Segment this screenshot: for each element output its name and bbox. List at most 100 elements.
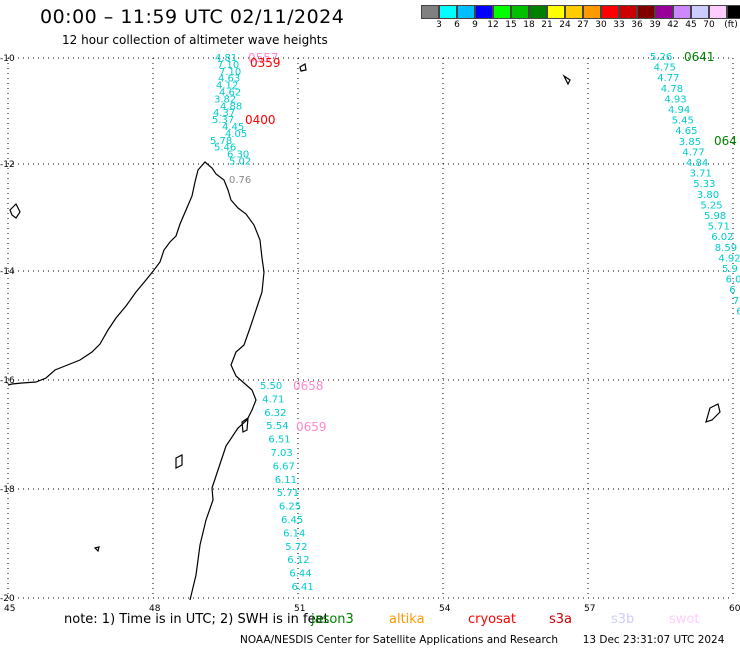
legend-label: 30 — [595, 20, 607, 30]
legend-label: 21 — [541, 20, 553, 30]
reef-islet-north — [299, 63, 307, 72]
swh-value: 6.32 — [264, 408, 286, 419]
legend-label: 6 — [454, 20, 460, 30]
swh-value: 4.93 — [664, 94, 686, 105]
swh-value: 5.72 — [285, 542, 307, 553]
legend-swatch — [583, 5, 601, 19]
map-subtitle: 12 hour collection of altimeter wave hei… — [62, 33, 328, 47]
swh-value: 4.81 — [215, 53, 237, 64]
reef-islet-east — [562, 74, 571, 86]
tromelin-islet — [705, 403, 721, 423]
swh-value: 5.71 — [708, 222, 730, 233]
longitude-label: 57 — [584, 604, 595, 614]
legend-label: 45 — [685, 20, 697, 30]
swh-value: 4.92 — [718, 253, 740, 264]
swh-value: 8.59 — [715, 243, 737, 254]
longitude-label: 48 — [149, 604, 161, 614]
swh-value: 4.12 — [216, 81, 238, 92]
coastline — [7, 63, 721, 601]
graticule — [7, 57, 734, 599]
legend-swatch — [421, 5, 439, 19]
credit-text: NOAA/NESDIS Center for Satellite Applica… — [240, 634, 558, 646]
small-islet-east — [241, 416, 249, 433]
pass-time-label: 0557 — [248, 51, 279, 65]
swh-value: 5.78 — [210, 136, 232, 147]
swh-value: 6.30 — [227, 150, 249, 161]
satellite-legend-item: cryosat — [468, 612, 516, 627]
swh-value: 4.62 — [219, 88, 241, 99]
legend-label: 12 — [487, 20, 499, 30]
swh-value: 6.45 — [281, 515, 303, 526]
legend-swatch — [637, 5, 655, 19]
latitude-label: -20 — [0, 594, 15, 604]
swh-value: 7.10 — [219, 67, 241, 78]
legend-swatch — [565, 5, 583, 19]
mayotte-island — [9, 202, 21, 219]
longitude-labels: 45 48 51 54 57 60 — [4, 604, 740, 614]
longitude-label: 51 — [294, 604, 305, 614]
swh-value: 5.71 — [277, 488, 299, 499]
longitude-label: 54 — [439, 604, 451, 614]
pass-time-label: 0658 — [293, 379, 324, 393]
wave-height-tracks: 4.817.107.104.634.124.623.824.884.375.37… — [210, 52, 740, 593]
legend-labels: 3 6 9 12 15 18 21 24 27 30 33 36 39 42 45 70 (ft) — [421, 19, 740, 33]
swh-value: 4.63 — [218, 74, 240, 85]
swh-value: 4.71 — [262, 394, 284, 405]
swh-value: 5.02 — [229, 157, 251, 168]
madagascar-coastline — [7, 161, 265, 601]
swh-value: 6.25 — [279, 502, 301, 513]
legend-label: 33 — [613, 20, 625, 30]
legend-swatch — [619, 5, 637, 19]
swh-value: 6.14 — [283, 528, 305, 539]
swh-value: 5.33 — [693, 179, 715, 190]
swh-value: 5.9 — [722, 264, 738, 275]
generated-timestamp: 13 Dec 23:31:07 UTC 2024 — [582, 634, 725, 646]
legend-swatch — [529, 5, 547, 19]
swh-value: 6.12 — [287, 555, 309, 566]
legend-swatch — [547, 5, 565, 19]
latitude-label: -12 — [0, 160, 15, 170]
swh-value: 5.98 — [704, 211, 726, 222]
swh-value: 6 — [736, 306, 740, 317]
legend-label: 15 — [505, 20, 517, 30]
satellite-legend-item: jason3 — [311, 612, 354, 627]
legend-swatch — [655, 5, 673, 19]
small-islet-southwest — [93, 546, 100, 553]
pass-time-label: 064 — [714, 134, 737, 148]
latitude-label: -10 — [0, 54, 15, 64]
legend-swatch — [511, 5, 529, 19]
swh-value: 4.88 — [220, 101, 242, 112]
swh-value: 6.67 — [273, 461, 295, 472]
swh-value: 7.10 — [217, 60, 239, 71]
satellite-legend-item: s3a — [549, 612, 573, 627]
legend-label: 9 — [472, 20, 478, 30]
swh-value: 0.76 — [229, 175, 251, 186]
swh-value: 5.54 — [266, 421, 288, 432]
swh-value: 3.71 — [690, 169, 712, 180]
swh-value: 6.44 — [289, 569, 311, 580]
pass-time-label: 0359 — [250, 56, 281, 70]
legend-label: 42 — [667, 20, 679, 30]
swh-value: 4.78 — [661, 84, 683, 95]
swh-value: 4.75 — [654, 63, 676, 74]
legend-swatch — [457, 5, 475, 19]
legend-swatch — [673, 5, 691, 19]
satellite-legend-item: swot — [669, 612, 700, 627]
legend-label: (ft) — [724, 20, 738, 30]
legend-label: 70 — [703, 20, 715, 30]
swh-value: 6.02 — [711, 232, 733, 243]
credit-footer: NOAA/NESDIS Center for Satellite Applica… — [240, 634, 724, 646]
satellite-legend-item: s3b — [611, 612, 635, 627]
legend-label: 24 — [559, 20, 571, 30]
map-title: 00:00 – 11:59 UTC 02/11/2024 — [40, 6, 345, 28]
longitude-label: 45 — [4, 604, 15, 614]
swh-value: 4.37 — [213, 108, 235, 119]
note-text: note: 1) Time is in UTC; 2) SWH is in fe… — [64, 612, 329, 627]
legend-swatches — [421, 5, 740, 19]
swh-value: 6.51 — [268, 435, 290, 446]
swh-value: 4.65 — [675, 126, 697, 137]
swh-value: 4.45 — [222, 122, 244, 133]
legend-swatch — [439, 5, 457, 19]
legend-swatch — [691, 5, 709, 19]
